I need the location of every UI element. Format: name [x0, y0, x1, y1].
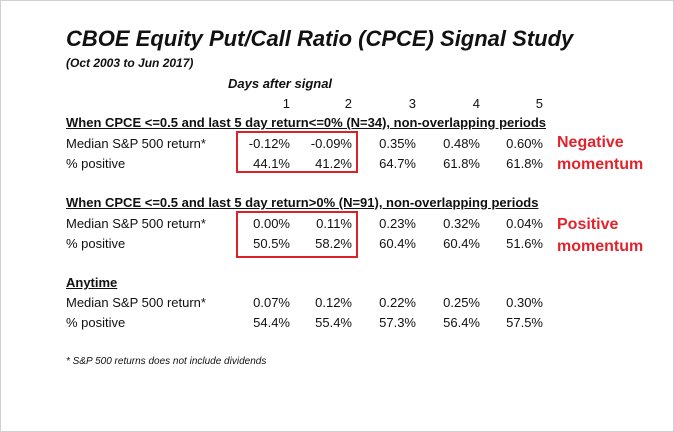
table-cell: 44.1%	[253, 156, 290, 171]
table-cell: 51.6%	[506, 236, 543, 251]
table-cell: 0.00%	[253, 216, 290, 231]
table-cell: 57.3%	[379, 315, 416, 330]
table-cell: 41.2%	[315, 156, 352, 171]
table-cell: 0.60%	[506, 136, 543, 151]
callout-negative-momentum: Negative momentum	[557, 132, 643, 176]
page-title: CBOE Equity Put/Call Ratio (CPCE) Signal…	[66, 26, 574, 51]
page-subtitle: (Oct 2003 to Jun 2017)	[66, 56, 194, 70]
table-cell: 0.30%	[506, 295, 543, 310]
callout-line: Positive	[557, 216, 619, 233]
callout-line: momentum	[557, 238, 644, 255]
row-label-pct-positive: % positive	[66, 156, 126, 171]
table-cell: 55.4%	[315, 315, 352, 330]
section-heading-negative: When CPCE <=0.5 and last 5 day return<=0…	[66, 115, 547, 130]
table-cell: 60.4%	[443, 236, 480, 251]
table-cell: 0.22%	[379, 295, 416, 310]
table-cell: 0.25%	[443, 295, 480, 310]
table-cell: 0.12%	[315, 295, 352, 310]
day-column-5: 5	[535, 96, 543, 111]
day-column-3: 3	[408, 96, 416, 111]
section-heading-positive: When CPCE <=0.5 and last 5 day return>0%…	[66, 195, 539, 210]
table-cell: 64.7%	[379, 156, 416, 171]
footnote: * S&P 500 returns does not include divid…	[66, 356, 267, 367]
days-after-signal-header: Days after signal	[228, 76, 333, 91]
table-cell: -0.09%	[310, 136, 352, 151]
callout-positive-momentum: Positive momentum	[557, 214, 643, 258]
table-cell: 56.4%	[443, 315, 480, 330]
table-cell: 0.35%	[379, 136, 416, 151]
table-cell: 50.5%	[253, 236, 290, 251]
day-column-2: 2	[344, 96, 352, 111]
table-cell: 0.07%	[253, 295, 290, 310]
table-cell: -0.12%	[248, 136, 290, 151]
row-label-median-return: Median S&P 500 return*	[66, 136, 206, 151]
row-label-median-return: Median S&P 500 return*	[66, 295, 206, 310]
table-cell: 61.8%	[506, 156, 543, 171]
table-cell: 0.04%	[506, 216, 543, 231]
table-cell: 58.2%	[315, 236, 352, 251]
table-cell: 0.23%	[379, 216, 416, 231]
table-cell: 61.8%	[443, 156, 480, 171]
table-cell: 0.48%	[443, 136, 480, 151]
row-label-median-return: Median S&P 500 return*	[66, 216, 206, 231]
highlight-box-negative	[236, 131, 358, 173]
callout-line: Negative	[557, 134, 624, 151]
day-column-4: 4	[472, 96, 480, 111]
day-column-1: 1	[282, 96, 290, 111]
section-heading-anytime: Anytime	[66, 275, 118, 290]
table-cell: 57.5%	[506, 315, 543, 330]
table-cell: 54.4%	[253, 315, 290, 330]
row-label-pct-positive: % positive	[66, 236, 126, 251]
table-cell: 0.32%	[443, 216, 480, 231]
callout-line: momentum	[557, 156, 644, 173]
row-label-pct-positive: % positive	[66, 315, 126, 330]
table-cell: 0.11%	[316, 216, 352, 231]
highlight-box-positive	[236, 211, 358, 258]
table-cell: 60.4%	[379, 236, 416, 251]
